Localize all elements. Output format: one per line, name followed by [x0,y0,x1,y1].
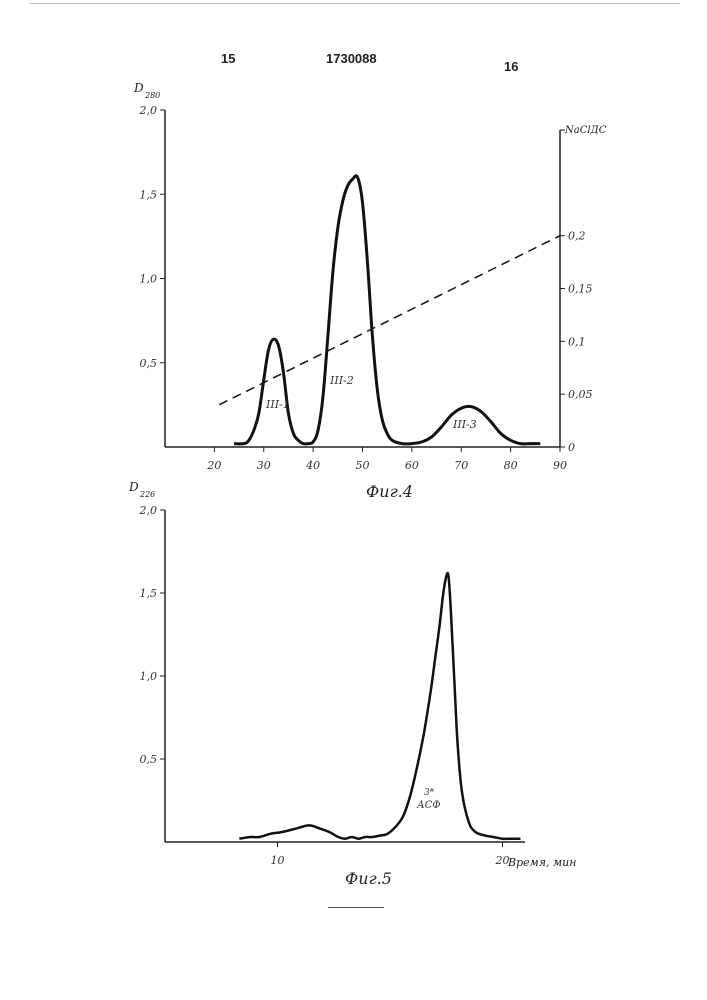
fig4-x-tick-label: 80 [504,459,518,472]
fig4-y-tick-label: 0,5 [140,357,158,370]
fig5-y-tick-label: 1,0 [140,670,158,683]
fig4-y-axis-title: D [133,81,144,95]
fig4-y2-tick-label: 0,2 [568,230,586,243]
fig4-caption: Фиг.4 [366,482,413,501]
fig5-caption: Фиг.5 [345,869,392,888]
fig5-peak-label-number: 3* [424,788,435,798]
bottom-rule [328,907,384,908]
fig4-peak-label-3: III-3 [452,418,477,431]
fig4-right-axis-title: NaСlДС [564,125,607,136]
fig5-x-tick-label: 10 [271,854,285,867]
fig4-y2-tick-label: 0,1 [568,335,586,348]
fig5-y-tick-label: 0,5 [140,753,158,766]
fig4-x-tick-label: 70 [454,459,468,472]
fig4-x-tick-label: 90 [553,459,567,472]
fig4-ticks: 20 30 40 50 60 70 80 90 2,0 1,5 1,0 0,5 0,2 0,15 0,1 0,… [139,104,593,472]
fig4-peak-label-1: III-1 [265,398,290,411]
fig5-peak-label-name: АСФ [416,800,441,811]
fig4-x-tick-label: 60 [405,459,419,472]
fig4-y2-tick-label: 0,15 [568,283,593,296]
fig5-x-axis-title: Время, мин [507,856,576,869]
fig4-y2-tick-label: 0,05 [568,388,593,401]
fig4-peak-label-2: III-2 [329,374,354,387]
fig4-salt-gradient-line [219,236,560,405]
fig5-y-tick-label: 2,0 [139,504,158,517]
fig5-absorbance-curve [239,573,520,839]
fig4-y2-tick-label: 0 [568,441,575,454]
fig4-x-tick-label: 40 [305,459,320,472]
fig4-y-axis-subscript: 280 [144,91,160,100]
fig4-x-tick-label: 30 [257,459,271,472]
fig5-y-tick-label: 1,5 [140,587,158,600]
fig4-y-tick-label: 2,0 [139,104,158,117]
fig5-y-axis-title: D [128,480,139,494]
fig4-x-tick-label: 20 [206,459,221,472]
fig4-x-tick-label: 50 [356,459,370,472]
fig5-y-axis-subscript: 226 [139,490,155,499]
fig4-y-tick-label: 1,5 [140,188,158,201]
fig4-y-tick-label: 1,0 [140,273,158,286]
figure-5: D 226 10202,01,51,00,5 3* АСФ Время, мин… [128,480,576,888]
figure-4: D 280 NaСlДС 20 30 40 50 60 70 80 90 2,0 1,5 1,0 0,… [133,81,607,501]
